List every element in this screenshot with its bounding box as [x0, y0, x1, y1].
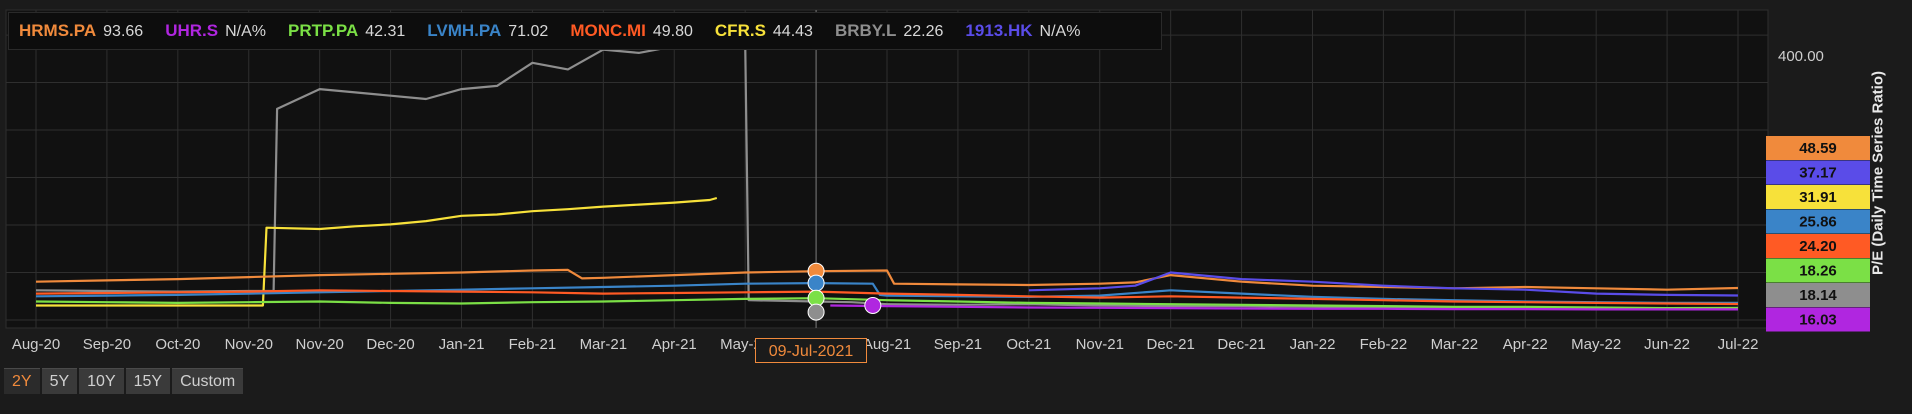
y-axis-title: P/E (Daily Time Series Ratio)	[1869, 71, 1887, 275]
y-tick-label: 400.00	[1778, 48, 1824, 65]
x-tick-label: Jan-22	[1290, 336, 1336, 353]
x-tick-label: Oct-20	[155, 336, 200, 353]
x-tick-label: Mar-21	[580, 336, 628, 353]
x-tick-label: Aug-20	[12, 336, 60, 353]
legend-item[interactable]: 1913.HK N/A%	[965, 21, 1080, 41]
legend-item[interactable]: LVMH.PA 71.02	[427, 21, 548, 41]
legend-symbol: CFR.S	[714, 21, 766, 40]
x-tick-label: Oct-21	[1006, 336, 1051, 353]
series-line-monc-mi	[35, 289, 1739, 306]
last-value-box	[1766, 258, 1870, 283]
last-value-label: 18.14	[1799, 287, 1837, 304]
x-tick-label: Feb-22	[1360, 336, 1408, 353]
last-value-label: 48.59	[1799, 140, 1837, 157]
x-tick-label: May-22	[1571, 336, 1621, 353]
legend-item[interactable]: HRMS.PA 93.66	[19, 21, 143, 41]
last-value-label: 24.20	[1799, 238, 1837, 255]
series-line-lvmh-pa	[35, 282, 1738, 304]
legend-symbol: BRBY.L	[834, 21, 897, 40]
legend-item[interactable]: UHR.S N/A%	[165, 21, 266, 41]
legend-value: 71.02	[508, 23, 549, 40]
legend-symbol: UHR.S	[165, 21, 219, 40]
x-tick-label: Feb-21	[509, 336, 557, 353]
range-button-custom[interactable]: Custom	[172, 368, 244, 394]
x-tick-label: Jul-22	[1718, 336, 1759, 353]
y-axis-title-wrap: P/E (Daily Time Series Ratio)	[1863, 60, 1893, 286]
legend-value: 42.31	[365, 23, 406, 40]
last-value-label: 25.86	[1799, 214, 1837, 231]
crosshair-marker	[864, 296, 882, 314]
last-value-label: 31.91	[1799, 189, 1837, 206]
x-tick-label: Dec-20	[366, 336, 414, 353]
last-value-box	[1766, 209, 1870, 234]
legend-symbol: 1913.HK	[965, 21, 1033, 40]
last-value-box	[1766, 234, 1870, 258]
x-tick-label: Nov-21	[1076, 336, 1124, 353]
legend-item[interactable]: CFR.S 44.43	[715, 21, 813, 41]
legend-value: N/A%	[225, 23, 266, 40]
range-button-2y[interactable]: 2Y	[4, 368, 40, 394]
range-button-5y[interactable]: 5Y	[41, 368, 78, 394]
range-button-15y[interactable]: 15Y	[125, 368, 171, 394]
last-value-label: 37.17	[1799, 165, 1837, 182]
legend-symbol: MONC.MI	[570, 21, 646, 40]
last-value-box	[1766, 185, 1870, 209]
legend-value: 93.66	[103, 23, 144, 40]
range-button-10y[interactable]: 10Y	[79, 368, 124, 394]
crosshair-marker	[807, 274, 825, 292]
legend-symbol: PRTP.PA	[288, 21, 359, 40]
last-value-label: 18.26	[1799, 263, 1837, 280]
x-tick-label: Aug-21	[863, 336, 911, 353]
series-line-prtp-pa	[35, 297, 1739, 310]
legend-value: 49.80	[652, 23, 693, 40]
x-tick-label: Jan-21	[439, 336, 485, 353]
crosshair-date-label: 09-Jul-2021	[755, 338, 867, 363]
x-tick-label: Jun-22	[1644, 336, 1690, 353]
series-line-cfr-s	[36, 196, 718, 307]
range-selector: 2Y 5Y 10Y 15Y Custom	[4, 368, 244, 394]
legend-item[interactable]: MONC.MI 49.80	[570, 21, 693, 41]
x-tick-label: Sep-21	[934, 336, 982, 353]
x-tick-label: Nov-20	[225, 336, 273, 353]
crosshair-marker	[807, 303, 825, 321]
series-line-1913-hk	[1028, 271, 1739, 297]
x-tick-label: Sep-20	[83, 336, 131, 353]
x-tick-label: Apr-22	[1503, 336, 1548, 353]
legend-item[interactable]: PRTP.PA 42.31	[288, 21, 405, 41]
x-tick-label: Apr-21	[652, 336, 697, 353]
series-line-uhr-s	[830, 304, 1738, 311]
legend: HRMS.PA 93.66 UHR.S N/A% PRTP.PA 42.31 LVMH.PA…	[8, 12, 1162, 50]
legend-item[interactable]: BRBY.L 22.26	[835, 21, 943, 41]
legend-value: 44.43	[772, 23, 813, 40]
legend-value: 22.26	[903, 23, 944, 40]
x-tick-label: Nov-20	[295, 336, 343, 353]
last-value-label: 16.03	[1799, 312, 1837, 329]
legend-symbol: HRMS.PA	[19, 21, 97, 40]
x-tick-label: Mar-22	[1431, 336, 1479, 353]
last-value-box	[1766, 136, 1870, 160]
last-value-box	[1766, 283, 1870, 307]
last-value-box	[1766, 307, 1870, 332]
legend-value: N/A%	[1039, 23, 1081, 40]
x-tick-label: Dec-21	[1217, 336, 1265, 353]
last-value-box	[1766, 160, 1870, 185]
x-tick-label: Dec-21	[1146, 336, 1194, 353]
legend-symbol: LVMH.PA	[427, 21, 502, 40]
